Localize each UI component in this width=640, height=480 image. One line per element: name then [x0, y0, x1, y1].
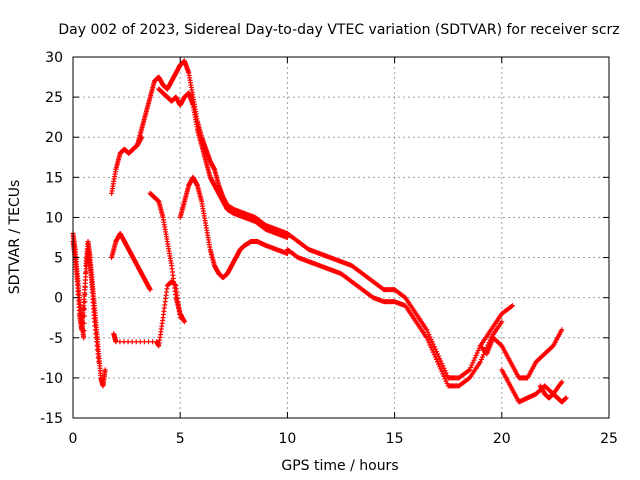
data-point: [559, 327, 565, 333]
data-point: [469, 362, 475, 368]
x-tick-label: 25: [600, 431, 618, 447]
data-point: [559, 379, 565, 385]
data-point: [81, 328, 87, 334]
y-tick-labels: -15 -10 -5 0 5 10 15 20 25 30: [40, 50, 63, 427]
data-point: [563, 395, 569, 401]
data-point: [102, 367, 108, 373]
data-point: [499, 319, 505, 325]
grid-lines: [73, 57, 609, 418]
y-tick-label: -15: [40, 411, 63, 427]
y-tick-label: 15: [45, 170, 63, 186]
x-axis-label: GPS time / hours: [281, 458, 398, 474]
data-point: [475, 348, 481, 354]
y-tick-label: 20: [45, 130, 63, 146]
x-tick-labels: 0 5 10 15 20 25: [69, 431, 618, 447]
axis-ticks: [72, 56, 610, 419]
y-axis-label: SDTVAR / TECUs: [7, 180, 23, 295]
data-point: [471, 357, 477, 363]
data-point: [510, 303, 516, 309]
chart-title: Day 002 of 2023, Sidereal Day-to-day VTE…: [58, 22, 619, 38]
data-point: [480, 354, 486, 360]
data-point: [181, 319, 187, 325]
x-tick-label: 15: [386, 431, 404, 447]
data-point: [82, 299, 88, 305]
data-point: [473, 352, 479, 358]
data-point: [147, 287, 153, 293]
data-point: [96, 359, 102, 365]
plot-frame: [72, 56, 610, 419]
y-tick-label: 25: [45, 90, 63, 106]
x-tick-label: 10: [278, 431, 296, 447]
y-tick-label: 5: [54, 251, 63, 267]
y-tick-label: 10: [45, 210, 63, 226]
data-point: [470, 360, 476, 366]
data-point: [139, 134, 145, 140]
y-tick-label: -10: [40, 371, 63, 387]
data-points: [70, 58, 569, 405]
data-point: [474, 350, 480, 356]
y-tick-label: -5: [49, 331, 63, 347]
x-tick-label: 20: [493, 431, 511, 447]
data-point: [81, 335, 87, 341]
x-tick-label: 5: [176, 431, 185, 447]
data-point: [472, 355, 478, 361]
x-tick-label: 0: [69, 431, 78, 447]
y-tick-label: 0: [54, 291, 63, 307]
data-point: [177, 315, 183, 321]
y-tick-label: 30: [45, 50, 63, 66]
